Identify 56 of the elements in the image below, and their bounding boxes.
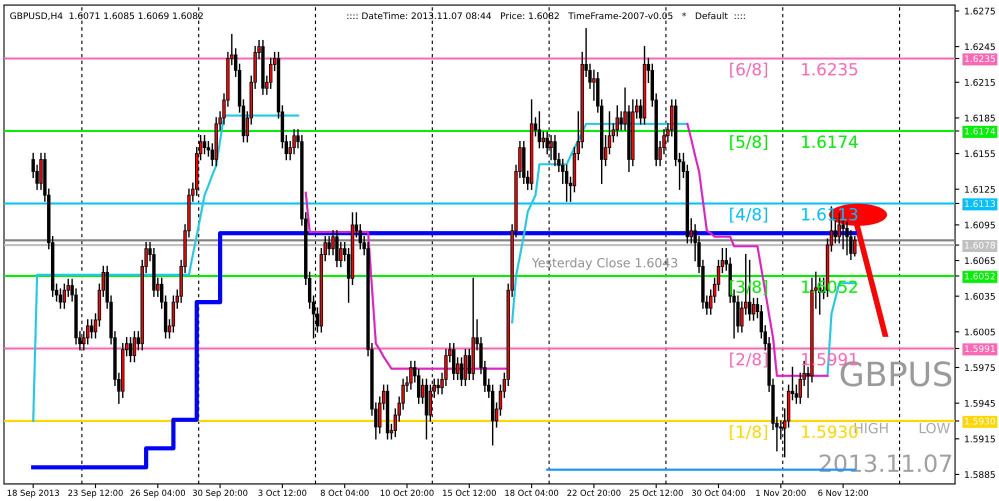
text: :::: DateTime: 2013.11.07 08:44 Price: 1.6082 TimeFrame-2007-v0.05 * Default :::: <box>347 12 745 20</box>
candlestick <box>335 230 339 268</box>
y-tick-label: 1.5945 <box>965 400 995 407</box>
y-tick-label: 1.5915 <box>965 436 995 442</box>
y-tick-label: 1.6155 <box>965 150 995 158</box>
y-tick-label: 1.6125 <box>965 186 995 193</box>
x-tick-label: 3 Oct 12:00 <box>258 490 306 496</box>
x-tick-label: 23 Sep 12:00 <box>68 490 123 498</box>
candlestick <box>619 111 623 130</box>
y-tick-label: 1.6078 <box>965 242 996 249</box>
annotation: 2013.11.07 <box>820 454 952 472</box>
candlestick <box>409 360 413 390</box>
x-tick-label: 10 Oct 20:00 <box>380 490 434 496</box>
candlestick <box>90 319 94 338</box>
y-tick-label: 1.6005 <box>965 328 995 336</box>
candlestick <box>538 111 542 148</box>
y-tick-label: 1.6235 <box>965 55 995 62</box>
annotation: Yesterday Close 1.6043 <box>532 258 678 270</box>
x-tick-label: 15 Oct 12:00 <box>443 490 496 496</box>
ref-line-label: [6/8] 1.6235 <box>730 62 858 78</box>
candlestick <box>752 298 756 321</box>
candlestick <box>327 236 331 256</box>
y-tick-label: 1.5991 <box>965 345 995 352</box>
x-tick-label: 1 Nov 20:00 <box>756 490 806 496</box>
y-tick-label: 1.6113 <box>965 200 995 208</box>
ref-line-label: [5/8] 1.6174 <box>730 135 858 150</box>
y-tick-label: 1.6174 <box>965 128 996 135</box>
candlestick <box>452 343 456 380</box>
candlestick <box>132 331 136 362</box>
candlestick <box>542 131 545 148</box>
y-tick-label: 1.5885 <box>965 471 995 478</box>
y-tick-label: 1.6065 <box>965 257 995 264</box>
x-tick-label: 25 Oct 12:00 <box>630 490 683 496</box>
y-tick-label: 1.6095 <box>965 222 995 228</box>
y-tick-label: 1.6215 <box>965 78 995 86</box>
x-tick-label: 26 Sep 04:00 <box>130 490 186 498</box>
ref-line-label: [4/8] 1.6113 <box>730 208 858 223</box>
x-tick-label: 6 Nov 12:00 <box>818 490 868 496</box>
y-tick-label: 1.5930 <box>965 418 996 425</box>
text: LOW <box>920 422 950 434</box>
y-tick-label: 1.5975 <box>965 364 995 372</box>
y-tick-label: 1.6275 <box>965 8 995 15</box>
candlestick <box>436 378 440 394</box>
y-tick-label: 1.6185 <box>965 114 995 122</box>
y-tick-label: 1.6035 <box>965 292 995 300</box>
x-tick-label: 18 Sep 2013 <box>8 490 59 498</box>
y-tick-label: 1.6052 <box>965 272 995 280</box>
x-tick-label: 18 Oct 04:00 <box>505 490 558 496</box>
y-tick-label: 1.6245 <box>965 43 995 50</box>
text: GBPUSD,H4 1.6071 1.6085 1.6069 1.6082 <box>10 12 203 20</box>
x-tick-label: 8 Oct 04:00 <box>320 490 369 496</box>
x-tick-label: 22 Oct 20:00 <box>567 490 621 496</box>
x-tick-label: 30 Oct 04:00 <box>692 490 746 496</box>
candlestick <box>464 348 468 386</box>
candlestick <box>460 357 464 386</box>
x-tick-label: 30 Sep 20:00 <box>192 490 248 498</box>
